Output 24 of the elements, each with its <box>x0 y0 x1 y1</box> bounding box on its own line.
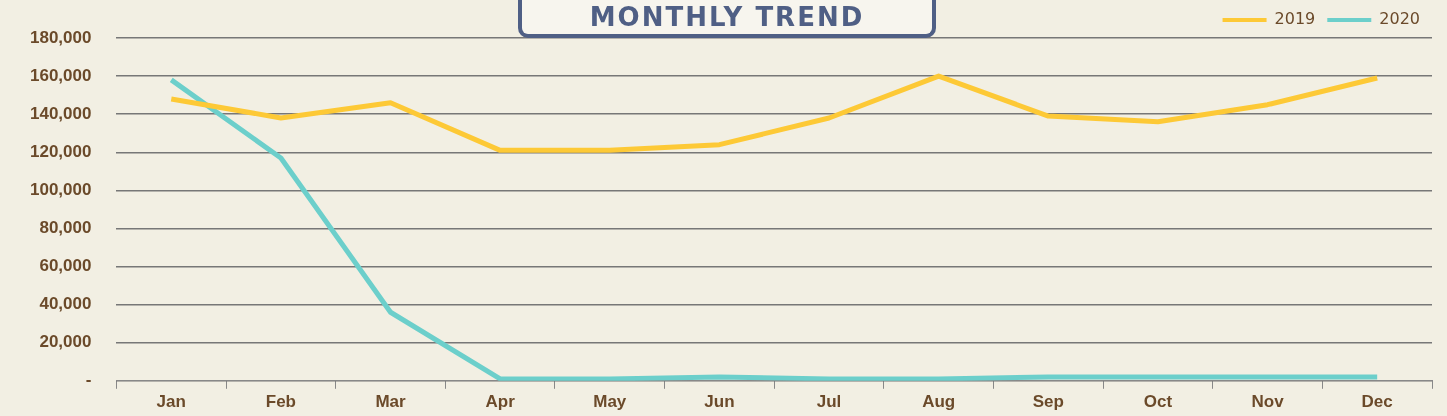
legend-label: 2020 <box>1379 9 1420 29</box>
y-tick-label: 180,000 <box>30 27 92 47</box>
x-tick-label: Aug <box>922 391 956 411</box>
x-tick-label: Jul <box>816 391 842 411</box>
y-tick-label: - <box>85 370 92 390</box>
y-tick-label: 160,000 <box>30 65 92 85</box>
y-tick-label: 100,000 <box>30 180 92 200</box>
x-tick-label: Jan <box>156 391 186 411</box>
y-tick-label: 60,000 <box>39 256 92 276</box>
x-tick-label: Nov <box>1251 391 1285 411</box>
y-tick-label: 40,000 <box>39 294 92 314</box>
x-tick-label: Dec <box>1361 391 1393 411</box>
y-tick-label: 20,000 <box>39 332 92 352</box>
x-tick-label: Mar <box>375 391 407 411</box>
x-tick-label: Oct <box>1143 391 1173 411</box>
x-tick-label: Apr <box>485 391 516 411</box>
x-tick-label: Sep <box>1032 391 1064 411</box>
x-tick-label: May <box>593 391 627 411</box>
x-tick-label: Feb <box>265 391 297 411</box>
y-tick-label: 140,000 <box>30 103 92 123</box>
legend-label: 2019 <box>1274 9 1316 29</box>
x-tick-label: Jun <box>704 391 735 411</box>
y-tick-label: 80,000 <box>39 218 92 238</box>
y-tick-label: 120,000 <box>30 141 92 161</box>
